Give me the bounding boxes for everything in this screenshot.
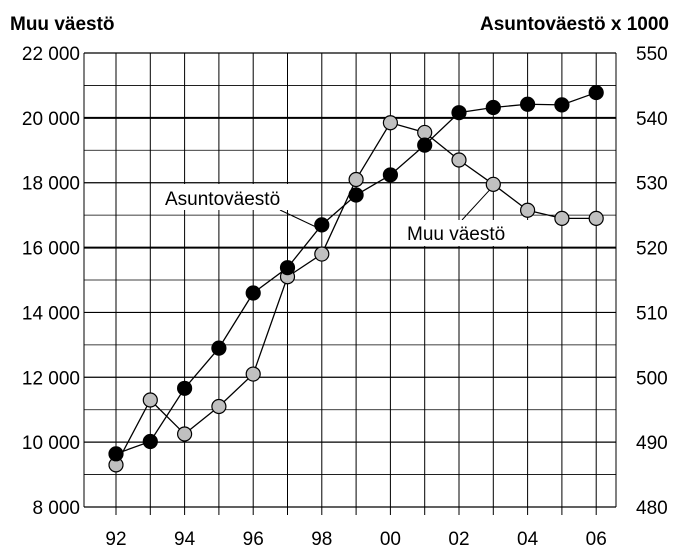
x-tick-label: 06 (586, 529, 607, 549)
data-point-muu-v-est- (519, 202, 536, 218)
left-tick-label: 12 000 (22, 368, 80, 389)
left-tick-label: 14 000 (22, 303, 80, 324)
annotation-bg (403, 220, 529, 246)
data-point-asuntov-est- (588, 84, 604, 101)
x-tick-label: 94 (174, 529, 196, 549)
data-point-asuntov-est- (382, 167, 398, 183)
data-point-muu-v-est- (245, 366, 261, 382)
left-axis-title: Muu väestö (10, 14, 115, 35)
right-axis-ticks: 480 490 500 510 520 530 540 550 (636, 44, 668, 519)
x-axis-ticks: 92 94 96 98 00 02 04 06 (105, 529, 606, 549)
data-point-asuntov-est- (314, 217, 330, 233)
data-point-asuntov-est- (417, 137, 433, 153)
data-point-muu-v-est- (588, 210, 604, 226)
x-tick-label: 00 (380, 529, 401, 549)
series-layer (108, 84, 604, 473)
left-tick-label: 22 000 (22, 44, 80, 65)
data-point-muu-v-est- (348, 171, 364, 188)
left-tick-label: 8 000 (32, 498, 80, 519)
data-point-muu-v-est- (382, 115, 398, 131)
data-point-asuntov-est- (554, 97, 570, 113)
right-tick-label: 490 (636, 433, 668, 454)
x-tick-label: 98 (311, 529, 332, 549)
data-point-asuntov-est- (519, 96, 536, 112)
data-point-asuntov-est- (177, 380, 193, 396)
data-point-muu-v-est- (314, 246, 330, 262)
right-tick-label: 480 (636, 498, 668, 519)
right-tick-label: 500 (636, 368, 668, 389)
right-tick-label: 530 (636, 174, 668, 195)
right-tick-label: 550 (636, 44, 668, 65)
data-point-asuntov-est- (142, 433, 158, 450)
annotation-label: Muu väestö (407, 224, 505, 245)
x-tick-label: 96 (243, 529, 264, 549)
right-axis-title: Asuntoväestö x 1000 (480, 14, 669, 35)
data-point-muu-v-est- (142, 392, 158, 408)
right-tick-label: 540 (636, 109, 668, 130)
data-point-asuntov-est- (279, 260, 296, 276)
data-point-muu-v-est- (177, 426, 193, 442)
left-tick-label: 10 000 (22, 433, 80, 454)
data-point-asuntov-est- (108, 446, 124, 462)
left-tick-label: 18 000 (22, 174, 80, 195)
left-tick-label: 20 000 (22, 109, 80, 130)
data-point-muu-v-est- (451, 152, 467, 168)
grid (83, 52, 617, 515)
data-point-asuntov-est- (451, 105, 467, 121)
x-tick-label: 02 (448, 529, 469, 549)
data-point-muu-v-est- (485, 176, 501, 192)
annotation-leader (461, 189, 490, 221)
annotation-bg (160, 184, 306, 210)
data-point-muu-v-est- (211, 398, 227, 415)
left-axis-ticks: 8 000 10 000 12 000 14 000 16 000 18 000 20 00… (22, 44, 80, 519)
right-tick-label: 520 (636, 239, 668, 260)
data-point-muu-v-est- (417, 124, 433, 141)
annotations: Asuntoväestö Muu väestö (160, 184, 529, 246)
left-tick-label: 16 000 (22, 239, 80, 260)
data-point-asuntov-est- (485, 99, 501, 116)
data-point-muu-v-est- (554, 210, 570, 226)
data-point-asuntov-est- (211, 340, 227, 356)
x-tick-label: 04 (517, 529, 539, 549)
annotation-leader (279, 209, 317, 228)
data-point-asuntov-est- (348, 187, 364, 203)
x-tick-label: 92 (105, 529, 126, 549)
annotation-label: Asuntoväestö (165, 189, 280, 210)
right-tick-label: 510 (636, 303, 668, 324)
data-point-asuntov-est- (245, 285, 261, 301)
